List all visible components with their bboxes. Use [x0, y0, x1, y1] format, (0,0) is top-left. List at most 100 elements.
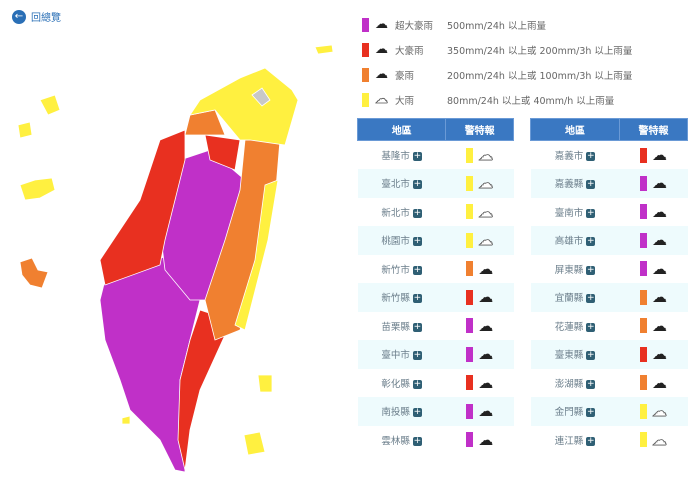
expand-plus-icon[interactable]: + — [412, 407, 422, 418]
arrow-left-icon: ← — [12, 9, 26, 24]
heavy-rain-icon: ☁ — [651, 259, 667, 278]
expand-plus-icon[interactable]: + — [412, 350, 422, 361]
region-name[interactable]: 基隆市 — [381, 151, 410, 162]
heavy-rain-icon: ☁ — [651, 345, 667, 364]
heavy-rain-icon: ☁ — [478, 373, 494, 392]
region-name[interactable]: 新竹縣 — [381, 293, 410, 305]
warning-table-right: 地區 警特報 嘉義市 + ☁ 嘉義縣 + ☁ 臺南市 + ☁ 高雄市 + ☁ 屏東縣 + ☁ 宜蘭縣 + ☁ 花蓮縣… — [530, 118, 689, 455]
warning-color — [466, 204, 474, 220]
island-matsu[interactable] — [19, 177, 56, 201]
expand-plus-icon[interactable]: + — [586, 407, 596, 418]
region-north-yellow[interactable] — [189, 67, 299, 146]
heavy-rain-icon: ☁ — [478, 259, 494, 278]
region-name[interactable]: 宜蘭縣 — [554, 293, 584, 305]
expand-plus-icon[interactable]: + — [586, 151, 596, 161]
heavy-rain-icon: ☁ — [651, 202, 667, 221]
region-name[interactable]: 臺南市 — [554, 207, 584, 219]
island-xiaoliuqiu[interactable] — [121, 415, 131, 425]
heavy-rain-icon: ☁ — [651, 288, 667, 307]
warning-color — [639, 318, 647, 334]
expand-plus-icon[interactable]: + — [586, 236, 596, 247]
expand-plus-icon[interactable]: + — [586, 435, 596, 446]
region-name[interactable]: 澎湖縣 — [554, 378, 584, 390]
heavy-rain-icon: ☁ — [375, 16, 388, 32]
heavy-rain-icon: ☁ — [478, 402, 494, 421]
region-name[interactable]: 屏東縣 — [554, 264, 584, 276]
heavy-rain-icon: ☁ — [651, 316, 667, 335]
table-row: 連江縣 + ☁ — [531, 426, 688, 455]
island-kinmen-2[interactable] — [17, 121, 33, 139]
warning-color — [466, 375, 474, 391]
table-row: 宜蘭縣 + ☁ — [530, 283, 688, 312]
region-name[interactable]: 雲林縣 — [381, 435, 410, 447]
warning-color — [639, 232, 647, 248]
expand-plus-icon[interactable]: + — [586, 293, 596, 304]
region-name[interactable]: 彰化縣 — [381, 378, 410, 390]
warning-color — [466, 289, 474, 305]
region-name[interactable]: 連江縣 — [554, 435, 584, 447]
expand-plus-icon[interactable]: + — [412, 236, 422, 247]
warning-color — [466, 232, 474, 248]
heavy-rain-icon: ☁ — [478, 430, 494, 449]
expand-plus-icon[interactable]: + — [412, 207, 422, 218]
back-to-overview-button[interactable]: ← 回總覽 — [12, 9, 61, 24]
heavy-rain-icon: ☁ — [375, 66, 388, 82]
heavy-rain-icon: ☁ — [478, 345, 494, 364]
region-east-orange[interactable] — [204, 139, 281, 341]
heavy-rain-icon: ☁ — [651, 373, 667, 392]
expand-plus-icon[interactable]: + — [412, 378, 422, 389]
rain-outline-icon: ☁ — [478, 146, 494, 165]
expand-plus-icon[interactable]: + — [586, 179, 596, 190]
region-east-yellow[interactable] — [234, 179, 279, 331]
expand-plus-icon[interactable]: + — [412, 293, 422, 304]
color-swatch — [362, 42, 369, 57]
rain-outline-icon: ☁ — [478, 202, 494, 221]
region-name[interactable]: 高雄市 — [554, 236, 584, 248]
island-penghu[interactable] — [19, 257, 49, 289]
legend-level: 豪雨 — [395, 70, 415, 82]
region-name[interactable]: 嘉義縣 — [554, 179, 584, 191]
rain-outline-icon: ☁ — [375, 91, 389, 107]
table-row: 臺北市 + ☁ — [357, 169, 514, 198]
legend-level: 超大豪雨 — [395, 20, 434, 32]
expand-plus-icon[interactable]: + — [586, 350, 596, 361]
island-kinmen[interactable] — [39, 94, 61, 116]
expand-plus-icon[interactable]: + — [586, 264, 596, 275]
region-hsinchu-red[interactable] — [204, 134, 241, 171]
region-name[interactable]: 桃園市 — [381, 236, 410, 248]
region-name[interactable]: 嘉義市 — [554, 151, 584, 162]
rain-outline-icon: ☁ — [651, 402, 668, 421]
island-matsu-2[interactable] — [314, 44, 334, 55]
expand-plus-icon[interactable]: + — [412, 151, 422, 161]
expand-plus-icon[interactable]: + — [412, 264, 422, 275]
table-row: 苗栗縣 + ☁ — [358, 312, 514, 341]
warning-color — [639, 403, 647, 419]
expand-plus-icon[interactable]: + — [412, 435, 422, 446]
island-green[interactable] — [257, 374, 273, 393]
table-row: 桃園市 + ☁ — [357, 226, 514, 255]
region-west-red[interactable] — [99, 129, 186, 286]
region-name[interactable]: 臺北市 — [381, 179, 410, 191]
island-orchid[interactable] — [243, 431, 266, 456]
taiwan-rain-map — [17, 44, 334, 473]
region-name[interactable]: 臺中市 — [381, 350, 410, 362]
warning-color — [639, 261, 647, 277]
expand-plus-icon[interactable]: + — [412, 321, 422, 332]
table-row: 高雄市 + ☁ — [530, 226, 688, 255]
region-name[interactable]: 新北市 — [381, 207, 410, 219]
warning-color — [466, 318, 474, 334]
expand-plus-icon[interactable]: + — [586, 207, 596, 218]
expand-plus-icon[interactable]: + — [586, 321, 596, 332]
legend-level: 大雨 — [395, 95, 415, 107]
legend-desc: 500mm/24h 以上雨量 — [447, 20, 546, 32]
expand-plus-icon[interactable]: + — [412, 179, 422, 190]
expand-plus-icon[interactable]: + — [586, 378, 596, 389]
region-name[interactable]: 臺東縣 — [554, 350, 584, 362]
region-name[interactable]: 金門縣 — [554, 407, 584, 419]
region-name[interactable]: 花蓮縣 — [554, 321, 584, 333]
back-label: 回總覽 — [31, 13, 61, 24]
region-name[interactable]: 新竹市 — [381, 264, 410, 276]
region-name[interactable]: 苗栗縣 — [381, 321, 410, 333]
col-warning: 警特報 — [618, 118, 689, 141]
region-name[interactable]: 南投縣 — [381, 407, 410, 419]
